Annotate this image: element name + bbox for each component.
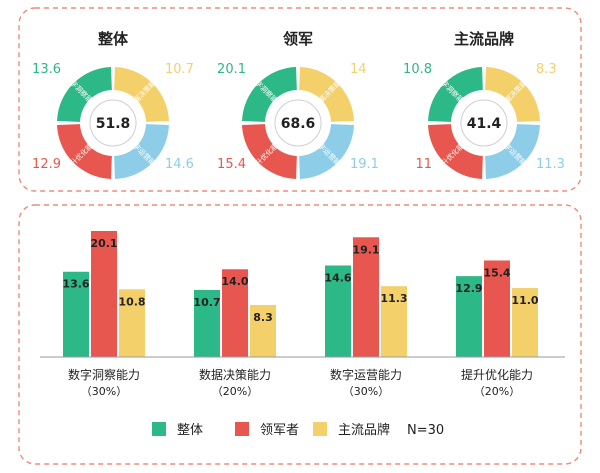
donut-value-insight: 20.1 xyxy=(217,62,246,77)
sample-size-note: N=30 xyxy=(407,423,444,438)
bar-value-label: 14.0 xyxy=(221,275,248,288)
donut-center-circle xyxy=(460,99,508,147)
donut-segment-optimize xyxy=(242,124,297,179)
bar-value-label: 8.3 xyxy=(253,311,273,324)
donut-segment-optimize xyxy=(57,124,112,179)
donut-segment-insight xyxy=(242,67,297,122)
bar-panel-frame xyxy=(18,204,582,465)
bar-2-2 xyxy=(222,269,248,357)
bar-1-3 xyxy=(325,265,351,357)
donut-center-circle xyxy=(89,99,137,147)
category-label: 数据决策能力 xyxy=(199,367,271,382)
category-labels: 数字洞察能力 （30%） 数据决策能力 （20%） 数字运营能力 （30%） 提升优化能力 （… xyxy=(68,367,533,398)
donut-title: 主流品牌 xyxy=(454,30,514,48)
legend-swatch-mainstream xyxy=(313,422,327,436)
donut-value-ops: 14.6 xyxy=(165,157,194,172)
bar-value-label: 12.9 xyxy=(455,282,482,295)
donut-segment-decision xyxy=(114,67,169,122)
bar-1-2 xyxy=(194,289,220,357)
donut-segment-ops xyxy=(114,124,169,179)
bar-3-4 xyxy=(512,288,538,357)
category-weight: （30%） xyxy=(81,385,127,398)
bar-1-4 xyxy=(456,276,482,357)
legend-label-overall: 整体 xyxy=(177,423,203,438)
donut-segment-insight xyxy=(428,67,483,122)
donut-value-decision: 8.3 xyxy=(536,62,557,77)
bar-value-label: 15.4 xyxy=(483,266,510,279)
legend-swatch-overall xyxy=(152,422,166,436)
bar-value-label: 14.6 xyxy=(324,271,351,284)
bar-3-2 xyxy=(250,304,276,357)
bar-value-label: 10.7 xyxy=(193,296,220,309)
donut-center-value: 51.8 xyxy=(96,116,131,132)
donut-segment-optimize xyxy=(428,124,483,179)
category-weight: （20%） xyxy=(474,385,520,398)
bar-value-label: 11.3 xyxy=(380,292,407,305)
donut-title: 领军 xyxy=(282,30,313,48)
donut-segment-ops xyxy=(485,124,540,179)
donut-center-value: 68.6 xyxy=(281,116,316,132)
donut-center-value: 41.4 xyxy=(467,116,502,132)
bar-value-label: 10.8 xyxy=(118,295,145,308)
bar-value-label: 20.1 xyxy=(90,237,117,250)
donut-segment-decision xyxy=(485,67,540,122)
bar-value-label: 19.1 xyxy=(352,243,379,256)
donut-value-ops: 11.3 xyxy=(536,157,565,172)
donut-center-circle xyxy=(274,99,322,147)
category-label: 提升优化能力 xyxy=(461,367,533,382)
bar-value-label: 13.6 xyxy=(62,278,89,291)
legend-swatch-leader xyxy=(235,422,249,436)
donut-segment-decision xyxy=(299,67,354,122)
donut-value-optimize: 11 xyxy=(415,157,432,172)
category-weight: （30%） xyxy=(343,385,389,398)
bar-2-4 xyxy=(484,260,510,357)
bar-1-1 xyxy=(63,271,89,357)
legend: 整体 领军者 主流品牌 N=30 xyxy=(152,422,444,438)
donut-value-decision: 14 xyxy=(350,62,367,77)
bar-2-1 xyxy=(91,231,117,357)
donut-value-insight: 10.8 xyxy=(403,62,432,77)
donut-segment-insight xyxy=(57,67,112,122)
donut-value-insight: 13.6 xyxy=(32,62,61,77)
category-label: 数字运营能力 xyxy=(330,367,402,382)
bar-2-3 xyxy=(353,237,379,357)
donut-value-decision: 10.7 xyxy=(165,62,194,77)
donut-panel-frame xyxy=(18,7,582,192)
legend-label-mainstream: 主流品牌 xyxy=(338,422,390,438)
bar-3-3 xyxy=(381,286,407,357)
category-label: 数字洞察能力 xyxy=(68,367,140,382)
legend-label-leader: 领军者 xyxy=(260,423,299,438)
donut-segment-ops xyxy=(299,124,354,179)
donut-value-ops: 19.1 xyxy=(350,157,379,172)
category-weight: （20%） xyxy=(212,385,258,398)
donut-value-optimize: 12.9 xyxy=(32,157,61,172)
bar-value-label: 11.0 xyxy=(511,294,538,307)
donut-title: 整体 xyxy=(98,30,129,48)
bar-3-1 xyxy=(119,289,145,357)
donut-value-optimize: 15.4 xyxy=(217,157,246,172)
bar-chart: 13.620.110.8 10.714.08.314.619.111.312.91… xyxy=(62,231,539,357)
